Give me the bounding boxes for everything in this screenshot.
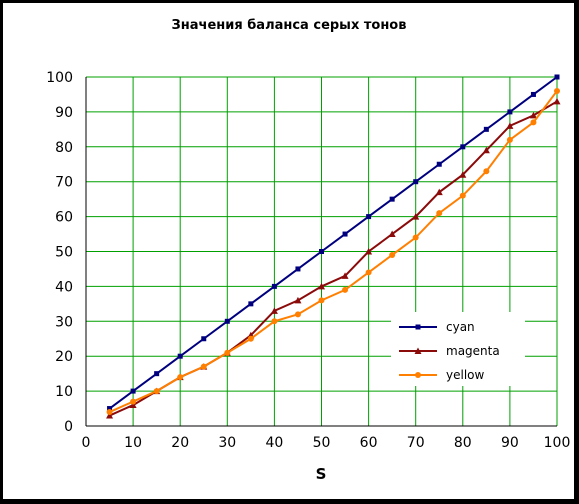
x-tick-label: 10 [124,435,142,451]
y-tick-label: 10 [55,384,73,400]
data-point-yellow [294,311,301,318]
data-point-magenta [294,296,302,304]
data-point-cyan [177,353,183,359]
data-point-magenta [435,188,443,196]
data-point-yellow [554,87,560,94]
legend: cyan magenta yellow [391,312,525,386]
axes: 0 10 20 30 40 50 60 70 80 90 100 0 10 20 30 40 50 60 70 80 9… [46,70,570,451]
data-point-cyan [507,109,513,115]
data-point-yellow [530,119,537,126]
data-point-yellow [200,363,207,370]
data-point-yellow [106,409,113,416]
data-point-yellow [436,210,443,217]
legend-label: magenta [446,344,500,358]
data-point-magenta [553,97,561,105]
data-point-yellow [318,297,325,304]
data-point-yellow [247,335,254,342]
data-point-yellow [389,251,396,258]
series-yellow [106,87,560,416]
x-tick-label: 40 [265,435,283,451]
data-point-magenta [318,282,325,290]
y-tick-label: 80 [55,140,73,156]
data-point-cyan [295,266,301,272]
data-point-yellow [177,374,184,381]
data-point-magenta [529,111,537,119]
data-point-magenta [129,401,137,409]
data-point-cyan [389,196,395,202]
data-point-magenta [506,122,514,129]
series-line-cyan [108,76,558,410]
series-line-yellow [109,90,558,413]
data-point-cyan [460,144,466,150]
data-point-cyan [366,214,372,220]
data-point-yellow [483,168,490,175]
data-point-cyan [130,388,136,394]
data-point-cyan [342,231,348,237]
data-point-magenta [341,272,349,279]
x-tick-label: 90 [501,435,519,451]
data-point-cyan [248,301,254,307]
y-tick-label: 20 [55,349,73,365]
x-axis-label: S [316,465,327,483]
y-tick-label: 50 [55,245,73,261]
data-point-magenta [482,146,490,154]
y-tick-label: 90 [55,105,73,121]
y-tick-label: 0 [64,419,73,435]
x-tick-label: 0 [82,435,91,451]
x-tick-label: 100 [544,435,571,451]
data-point-yellow [224,349,231,356]
data-point-cyan [530,91,536,97]
data-point-yellow [130,398,137,405]
legend-marker [415,372,421,378]
data-point-cyan [154,371,160,377]
data-point-yellow [342,286,349,293]
chart-frame: Значения баланса серых тонов 0 10 20 30 40 50… [2,2,575,500]
x-tick-label: 80 [454,435,472,451]
data-point-magenta [365,248,373,255]
data-point-cyan [436,161,442,167]
data-point-magenta [388,230,396,238]
chart-canvas: Значения баланса серых тонов 0 10 20 30 40 50… [46,18,570,483]
data-point-magenta [459,171,467,178]
x-tick-label: 50 [313,435,331,451]
data-point-yellow [459,192,466,199]
x-tick-label: 30 [218,435,236,451]
y-tick-label: 30 [55,314,73,330]
data-point-cyan [224,318,230,324]
series-lines [106,74,561,419]
y-tick-label: 100 [46,70,73,86]
data-point-cyan [201,336,207,342]
data-point-yellow [271,318,278,325]
data-point-yellow [412,234,419,241]
data-point-yellow [153,388,160,395]
legend-item-cyan: cyan [399,320,475,334]
data-point-yellow [365,269,372,276]
chart-title: Значения баланса серых тонов [172,18,407,33]
data-point-magenta [106,412,114,419]
data-point-cyan [319,249,324,254]
data-point-cyan [483,126,489,132]
x-tick-label: 70 [407,435,425,451]
data-point-magenta [412,213,420,220]
legend-marker [415,324,421,330]
y-tick-label: 40 [55,279,73,295]
legend-label: yellow [446,368,484,382]
y-tick-label: 70 [55,175,73,191]
data-point-cyan [271,283,277,289]
x-tick-label: 20 [171,435,189,451]
legend-label: cyan [446,320,475,334]
y-tick-label: 60 [55,210,73,226]
x-tick-label: 60 [360,435,378,451]
data-point-cyan [107,406,113,412]
legend-item-yellow: yellow [399,368,484,382]
legend-marker [414,347,422,354]
data-point-yellow [506,136,513,143]
legend-box [391,312,525,386]
data-point-cyan [413,179,419,185]
series-cyan [107,74,560,412]
legend-item-magenta: magenta [399,344,500,358]
data-point-cyan [554,74,560,80]
data-point-magenta [270,307,278,314]
